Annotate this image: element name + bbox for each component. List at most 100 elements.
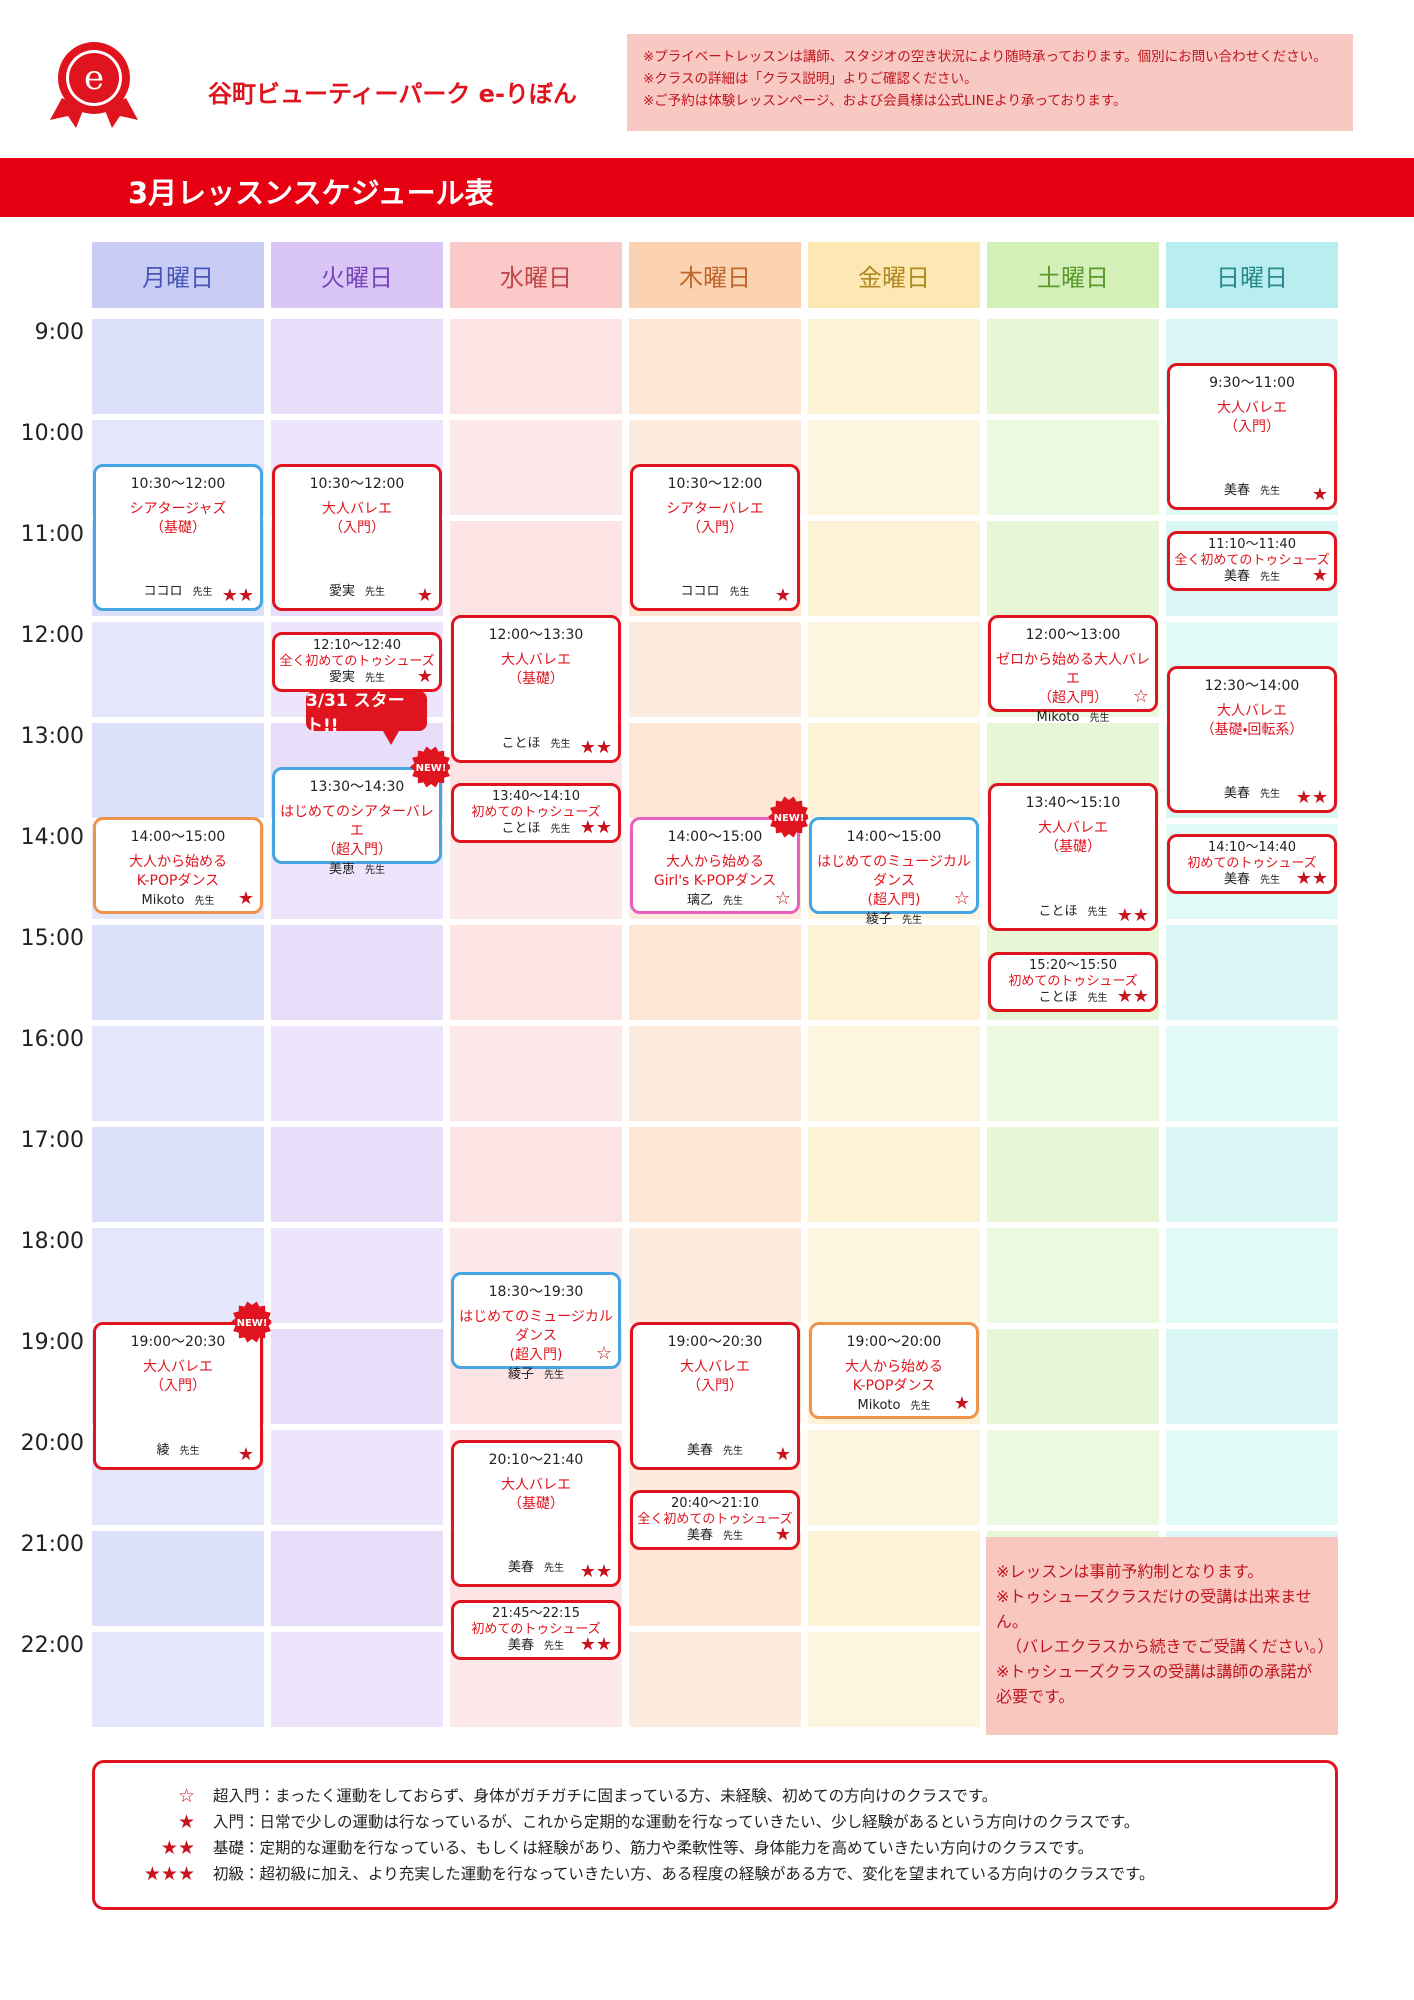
class-name: 大人バレエ — [1217, 399, 1287, 416]
teacher-suffix: 先生 — [194, 896, 215, 907]
class-level: ☆ — [953, 888, 970, 909]
time-label: 10:00 — [20, 421, 84, 446]
class-teacher: ココロ 先生 — [143, 582, 212, 602]
class-name: （超入門） — [1038, 690, 1108, 706]
hour-band — [450, 319, 622, 414]
teacher-suffix: 先生 — [365, 864, 385, 876]
teacher-name: 美春 — [686, 1528, 713, 1544]
hour-band — [808, 1531, 980, 1626]
class-time: 14:00〜15:00 — [846, 829, 942, 845]
class-level: ★ — [774, 585, 791, 606]
hour-band — [92, 1026, 264, 1121]
class-teacher: Mikoto 先生 — [142, 891, 215, 911]
class-time: 13:40〜15:10 — [1025, 795, 1121, 812]
class-time: 20:10〜21:40 — [488, 1451, 584, 1468]
teacher-name: 綾子 — [507, 1366, 534, 1382]
class-level: ★★ — [579, 736, 612, 758]
class-time: 12:30〜14:00 — [1204, 677, 1300, 694]
new-badge: NEW! — [231, 1301, 273, 1343]
day-header: 日曜日 — [1166, 242, 1338, 308]
teacher-name: ことほ — [1038, 989, 1078, 1005]
hour-band — [271, 1026, 443, 1121]
teacher-suffix: 先生 — [902, 915, 922, 926]
hour-band — [987, 1329, 1159, 1424]
class-name: はじめてのミュージカルダンス — [459, 1308, 613, 1344]
teacher-suffix: 先生 — [1087, 906, 1108, 918]
hour-band — [808, 319, 980, 414]
teacher-name: ココロ — [680, 584, 720, 599]
hour-band — [808, 420, 980, 515]
class-level: ★★ — [1295, 787, 1328, 808]
class-level: ★★ — [579, 817, 612, 839]
legend-symbol: ★★★ — [143, 1863, 195, 1885]
class-name: K-POPダンス — [136, 873, 220, 889]
hour-band — [629, 723, 801, 818]
hour-band — [629, 1228, 801, 1323]
notice-line: ※プライベートレッスンは講師、スタジオの空き状況により随時承っております。個別に… — [643, 49, 1327, 65]
class-name: 初めてのトゥシューズ — [471, 805, 601, 821]
hour-band — [92, 1228, 264, 1323]
hour-band — [271, 925, 443, 1020]
hour-band — [271, 319, 443, 414]
class-card: 10:30〜12:00 シアタージャズ （基礎） ココロ 先生 ★★ — [93, 463, 263, 611]
hour-band — [92, 319, 264, 414]
class-name: （入門） — [687, 1378, 743, 1394]
teacher-suffix: 先生 — [365, 672, 385, 684]
hour-band — [450, 1127, 622, 1222]
time-label: 17:00 — [20, 1128, 84, 1153]
time-label: 20:00 — [20, 1431, 84, 1456]
teacher-name: 美春 — [686, 1442, 713, 1458]
class-teacher: 美春 先生 — [687, 1528, 743, 1545]
class-name: Girl's K-POPダンス — [653, 873, 777, 889]
class-teacher: 美春 先生 — [1224, 569, 1280, 586]
class-name: （基礎） — [508, 671, 564, 687]
teacher-name: Mikoto — [857, 1398, 901, 1413]
class-time: 10:30〜12:00 — [309, 475, 405, 492]
notice-box: ※プライベートレッスンは講師、スタジオの空き状況により随時承っております。個別に… — [627, 34, 1353, 131]
class-name: 全く初めてのトゥシューズ — [279, 653, 435, 669]
hour-band — [629, 1026, 801, 1121]
class-time: 19:00〜20:30 — [667, 1334, 763, 1350]
time-label: 21:00 — [20, 1532, 84, 1557]
class-level: ★ — [416, 585, 433, 606]
hour-band — [808, 521, 980, 616]
hour-band — [987, 521, 1159, 616]
badge-text: NEW! — [237, 1318, 268, 1329]
hour-band — [92, 1531, 264, 1626]
teacher-suffix: 先生 — [723, 1531, 743, 1543]
class-name: （入門） — [150, 1378, 206, 1394]
class-level: ★★ — [1116, 985, 1149, 1007]
teacher-name: 美春 — [507, 1560, 534, 1576]
class-level: ★★ — [579, 1633, 612, 1655]
class-teacher: 美春 先生 — [508, 1558, 564, 1578]
hour-band — [271, 1531, 443, 1626]
class-teacher: ことほ 先生 — [501, 734, 570, 754]
class-time: 12:00〜13:30 — [488, 627, 584, 643]
legend-symbol: ☆ — [177, 1785, 195, 1807]
day-header: 水曜日 — [450, 242, 622, 308]
legend-text: 超入門：まったく運動をしておらず、身体がガチガチに固まっている方、未経験、初めて… — [213, 1787, 998, 1805]
class-name: 初めてのトゥシューズ — [1008, 973, 1138, 989]
class-name: K-POPダンス — [852, 1378, 936, 1394]
class-time: 10:30〜12:00 — [667, 475, 763, 492]
teacher-suffix: 先生 — [1260, 486, 1280, 497]
class-teacher: 綾子 先生 — [866, 910, 922, 930]
class-teacher: Mikoto 先生 — [858, 1396, 931, 1416]
class-level: ★ — [774, 1443, 791, 1465]
hour-band — [271, 1127, 443, 1222]
class-time: 9:30〜11:00 — [1209, 374, 1295, 391]
class-card: 14:10〜14:40 初めてのトゥシューズ 美春 先生 ★★ — [1167, 833, 1337, 894]
teacher-name: 美春 — [507, 1637, 534, 1653]
new-badge: NEW! — [410, 746, 452, 787]
teacher-name: 美春 — [1223, 483, 1250, 498]
teacher-name: ことほ — [501, 821, 541, 837]
hour-band — [450, 521, 622, 616]
legend-text: 基礎：定期的な運動を行なっている、もしくは経験があり、筋力や柔軟性等、身体能力を… — [213, 1839, 1094, 1857]
teacher-name: 美春 — [1223, 871, 1250, 887]
class-card: 15:20〜15:50 初めてのトゥシューズ ことほ 先生 ★★ — [988, 951, 1158, 1012]
teacher-suffix: 先生 — [723, 1445, 743, 1457]
hour-band — [987, 1228, 1159, 1323]
hour-band — [987, 1026, 1159, 1121]
hour-band — [92, 925, 264, 1020]
class-name: （基礎） — [150, 519, 206, 536]
